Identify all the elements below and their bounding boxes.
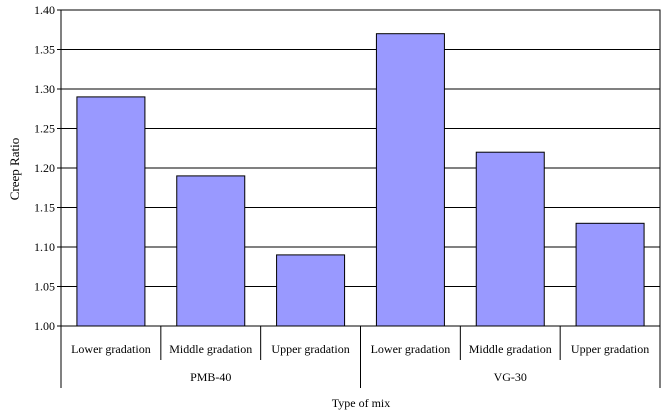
y-tick-labels: 1.00 1.05 1.10 1.15 1.20 1.25 1.30 1.35 1.40 [34,3,55,333]
x-category-label: Upper gradation [271,342,349,356]
x-group-label: PMB-40 [190,370,231,384]
bar [575,222,645,327]
x-axis-title: Type of mix [332,396,390,410]
y-tick-label: 1.40 [34,3,55,17]
y-tick-label: 1.30 [34,82,55,96]
y-tick-label: 1.35 [34,43,55,57]
y-tick-label: 1.25 [34,122,55,136]
x-category-label: Middle gradation [169,342,252,356]
gridlines [61,9,660,287]
bar [276,254,346,327]
y-tick-label: 1.20 [34,161,55,175]
y-tick-label: 1.15 [34,201,55,215]
x-category-label: Middle gradation [469,342,552,356]
x-category-labels: Lower gradation Middle gradation Upper gra… [71,342,649,384]
x-category-label: Lower gradation [371,342,451,356]
y-tick-label: 1.10 [34,240,55,254]
y-axis-title: Creep Ratio [7,138,22,200]
y-tick-label: 1.05 [34,280,55,294]
plot-frame [60,9,661,327]
bar [176,175,246,327]
bars [76,33,645,327]
bar [475,151,545,327]
y-tick-label: 1.00 [34,319,55,333]
x-category-label: Lower gradation [71,342,151,356]
bar [76,96,146,327]
axes [57,9,661,388]
x-category-label: Upper gradation [571,342,649,356]
x-group-label: VG-30 [494,370,527,384]
bar [375,33,445,327]
